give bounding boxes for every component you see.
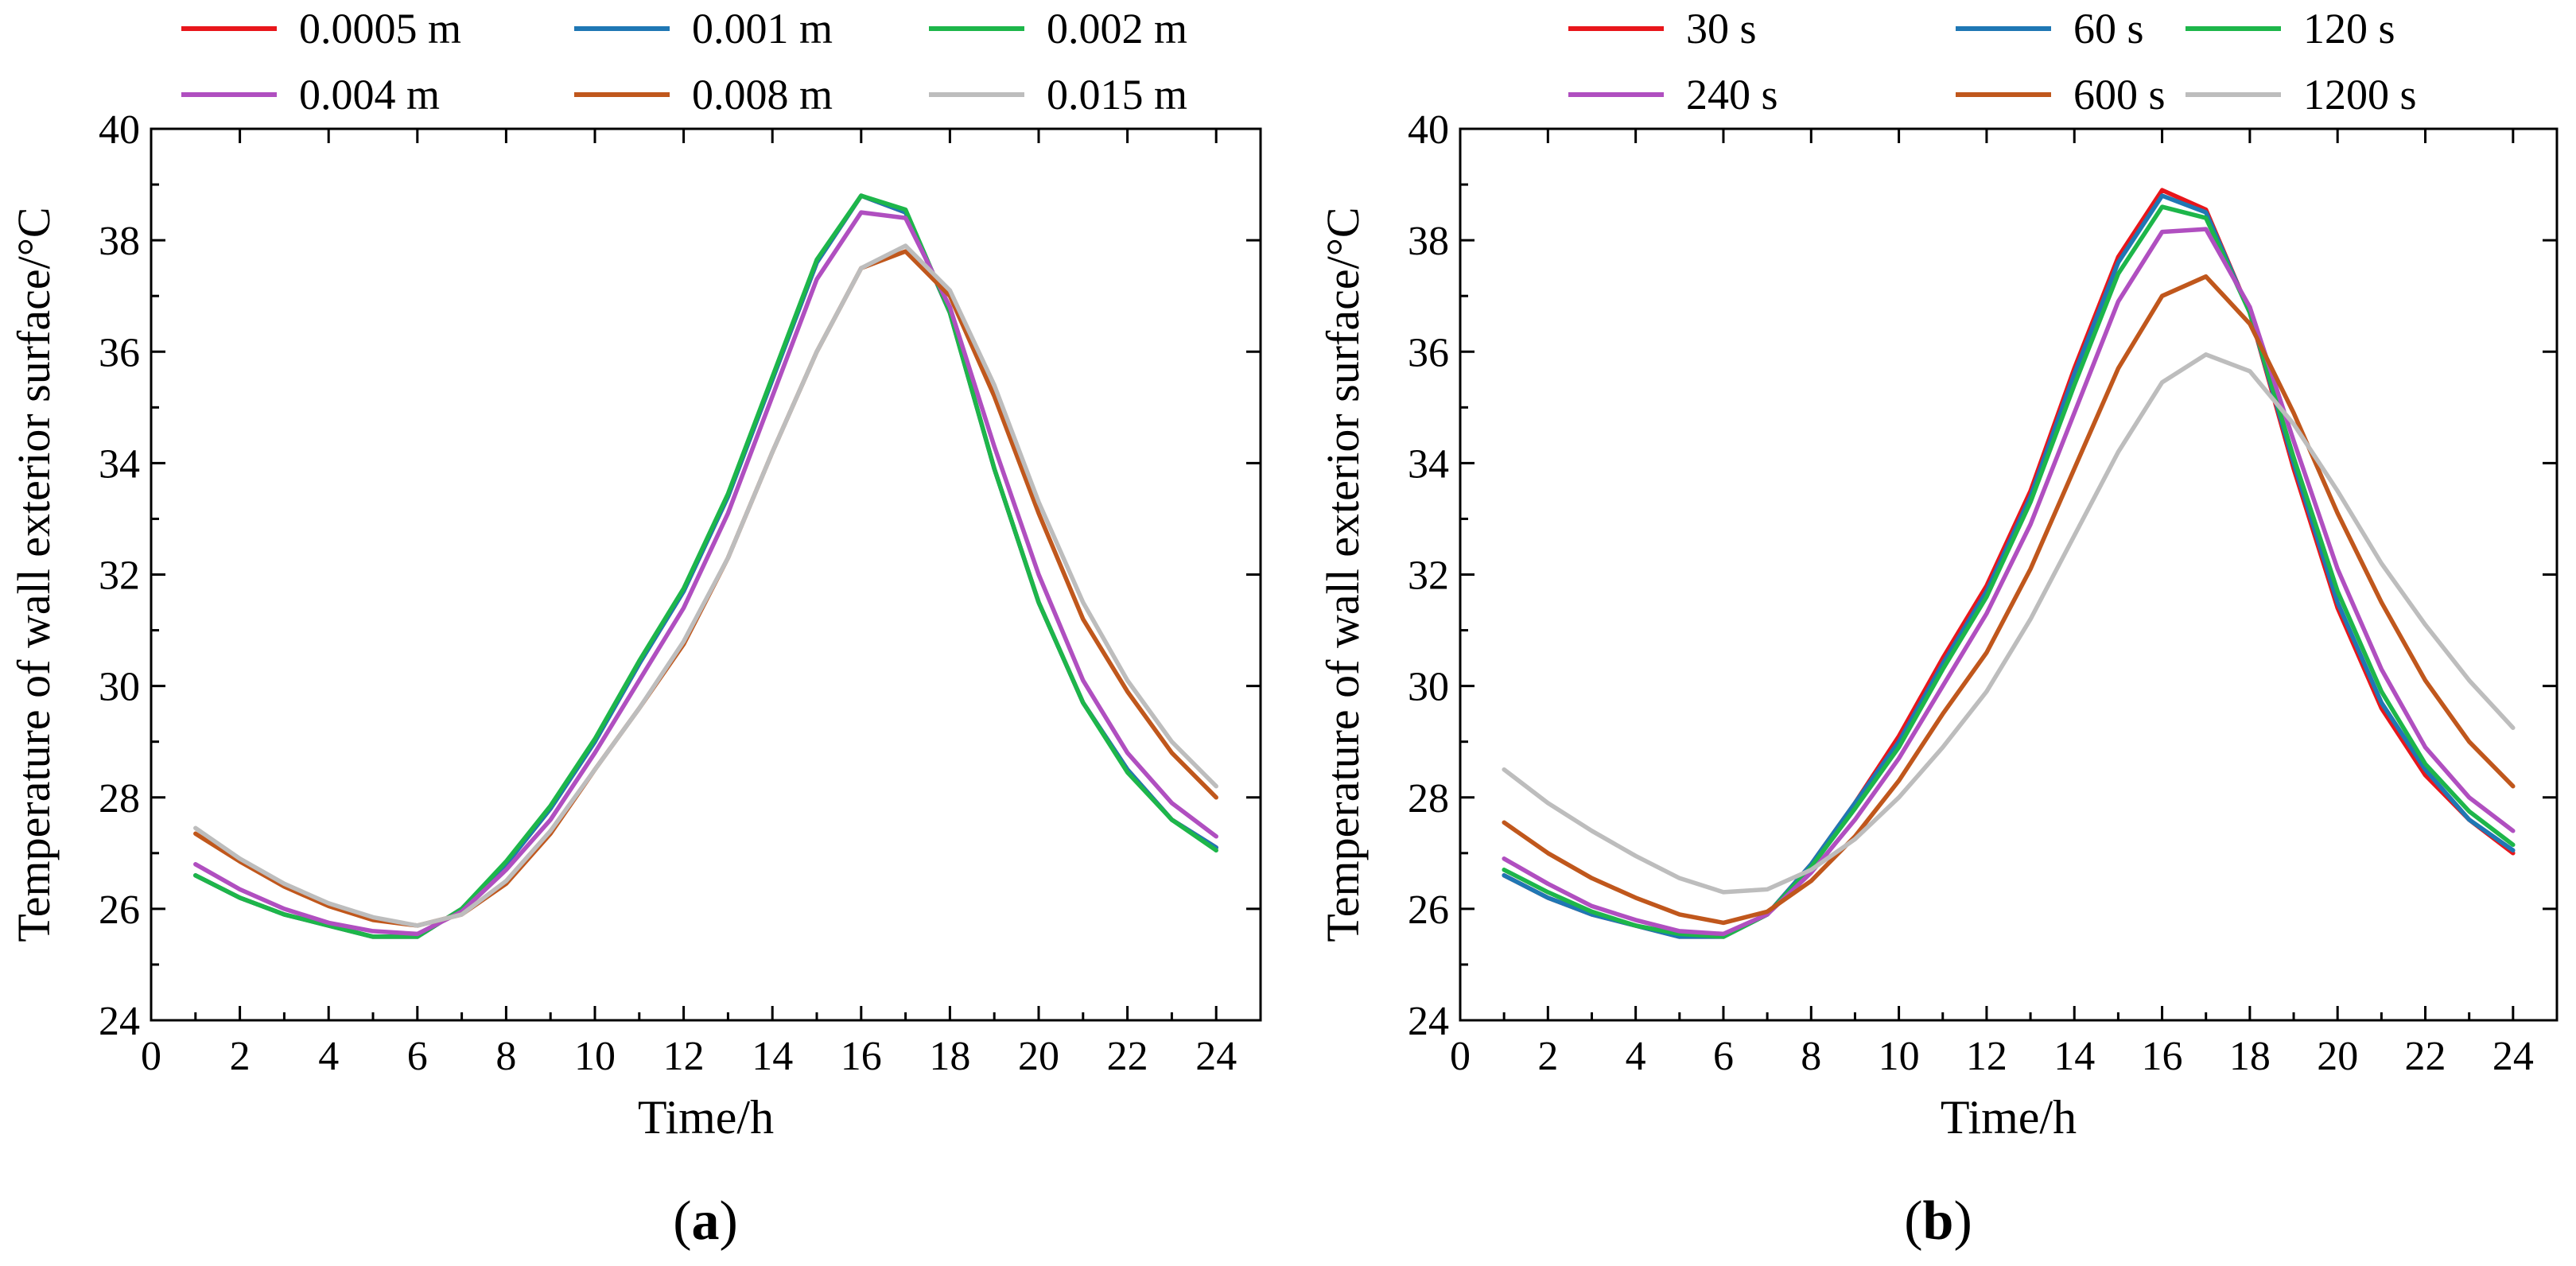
legend-label: 0.002 m xyxy=(1047,5,1187,52)
y-tick-label: 28 xyxy=(99,776,140,821)
x-tick-label: 18 xyxy=(2229,1034,2271,1079)
x-tick-label: 2 xyxy=(230,1034,251,1079)
y-tick-label: 32 xyxy=(1408,553,1449,599)
x-tick-label: 22 xyxy=(1107,1034,1148,1079)
y-tick-label: 26 xyxy=(99,887,140,933)
y-tick-label: 34 xyxy=(99,441,140,487)
x-tick-label: 10 xyxy=(574,1034,616,1079)
series-line-240-s xyxy=(1502,227,2516,937)
panel-label: (b) xyxy=(1904,1190,1972,1252)
y-tick-label: 32 xyxy=(99,553,140,599)
legend-label: 120 s xyxy=(2303,5,2395,52)
x-tick-label: 16 xyxy=(2142,1034,2183,1079)
x-tick-label: 18 xyxy=(929,1034,970,1079)
x-tick-label: 24 xyxy=(2492,1034,2534,1079)
legend-label: 60 s xyxy=(2073,5,2144,52)
plot-frame xyxy=(1459,127,2559,1022)
plot-frame xyxy=(150,127,1262,1022)
legend-label: 0.0005 m xyxy=(299,5,461,52)
y-tick-label: 40 xyxy=(99,107,140,153)
panel-label-close: ) xyxy=(1953,1190,1972,1252)
panel-label-close: ) xyxy=(720,1190,738,1252)
panel-label: (a) xyxy=(673,1190,738,1252)
y-tick-label: 30 xyxy=(99,665,140,710)
legend-label: 0.015 m xyxy=(1047,71,1187,118)
x-tick-label: 20 xyxy=(1018,1034,1059,1079)
legend-label: 0.004 m xyxy=(299,71,440,118)
x-tick-label: 2 xyxy=(1537,1034,1558,1079)
x-tick-label: 4 xyxy=(1626,1034,1646,1079)
y-tick-label: 30 xyxy=(1408,665,1449,710)
y-axis-label: Temperature of wall exterior surface/°C xyxy=(1317,207,1369,942)
x-tick-label: 0 xyxy=(141,1034,161,1079)
panel-label-letter: b xyxy=(1923,1190,1954,1252)
x-tick-label: 4 xyxy=(318,1034,339,1079)
x-tick-label: 22 xyxy=(2405,1034,2446,1079)
x-axis-label: Time/h xyxy=(1941,1091,2077,1144)
x-axis-label: Time/h xyxy=(638,1091,774,1144)
series-line-120-s xyxy=(1502,204,2516,939)
legend-label: 0.008 m xyxy=(692,71,833,118)
x-tick-label: 8 xyxy=(495,1034,516,1079)
x-tick-label: 20 xyxy=(2317,1034,2358,1079)
panel-label-open: ( xyxy=(673,1190,691,1252)
series-line-600-s xyxy=(1502,274,2516,926)
x-tick-label: 24 xyxy=(1195,1034,1237,1079)
legend-label: 30 s xyxy=(1686,5,1757,52)
x-tick-label: 12 xyxy=(663,1034,705,1079)
y-tick-label: 24 xyxy=(1408,999,1449,1044)
legend-label: 240 s xyxy=(1686,71,1778,118)
series-line-60-s xyxy=(1502,193,2516,939)
series-line-0_002-m xyxy=(193,193,1218,939)
x-tick-label: 6 xyxy=(407,1034,428,1079)
series-line-0_015-m xyxy=(193,243,1218,928)
series-line-0_008-m xyxy=(193,249,1218,928)
x-tick-label: 14 xyxy=(2053,1034,2095,1079)
legend-label: 1200 s xyxy=(2303,71,2417,118)
series-line-0_004-m xyxy=(193,210,1218,937)
y-tick-label: 24 xyxy=(99,999,140,1044)
y-tick-label: 38 xyxy=(1408,219,1449,264)
panel-label-letter: a xyxy=(692,1190,720,1252)
x-tick-label: 16 xyxy=(841,1034,882,1079)
series-line-1200-s xyxy=(1502,352,2516,895)
y-tick-label: 38 xyxy=(99,219,140,264)
x-tick-label: 6 xyxy=(1713,1034,1734,1079)
y-tick-label: 28 xyxy=(1408,776,1449,821)
y-axis-label: Temperature of wall exterior surface/°C xyxy=(8,207,60,942)
x-tick-label: 0 xyxy=(1450,1034,1471,1079)
panel-b: 0 2 4 6 8 10 12 14 16 18 20 22 24242628303234363840T… xyxy=(1317,5,2559,1252)
x-tick-label: 8 xyxy=(1801,1034,1821,1079)
y-tick-label: 36 xyxy=(1408,330,1449,375)
y-tick-label: 26 xyxy=(1408,887,1449,933)
y-tick-label: 40 xyxy=(1408,107,1449,153)
panel-label-open: ( xyxy=(1904,1190,1922,1252)
y-tick-label: 36 xyxy=(99,330,140,375)
legend-label: 600 s xyxy=(2073,71,2166,118)
y-tick-label: 34 xyxy=(1408,441,1449,487)
legend-label: 0.001 m xyxy=(692,5,833,52)
x-tick-label: 14 xyxy=(752,1034,793,1079)
x-tick-label: 10 xyxy=(1879,1034,1920,1079)
panel-a: 0 2 4 6 8 10 12 14 16 18 20 22 24242628303234363840T… xyxy=(8,5,1262,1252)
x-tick-label: 12 xyxy=(1966,1034,2007,1079)
